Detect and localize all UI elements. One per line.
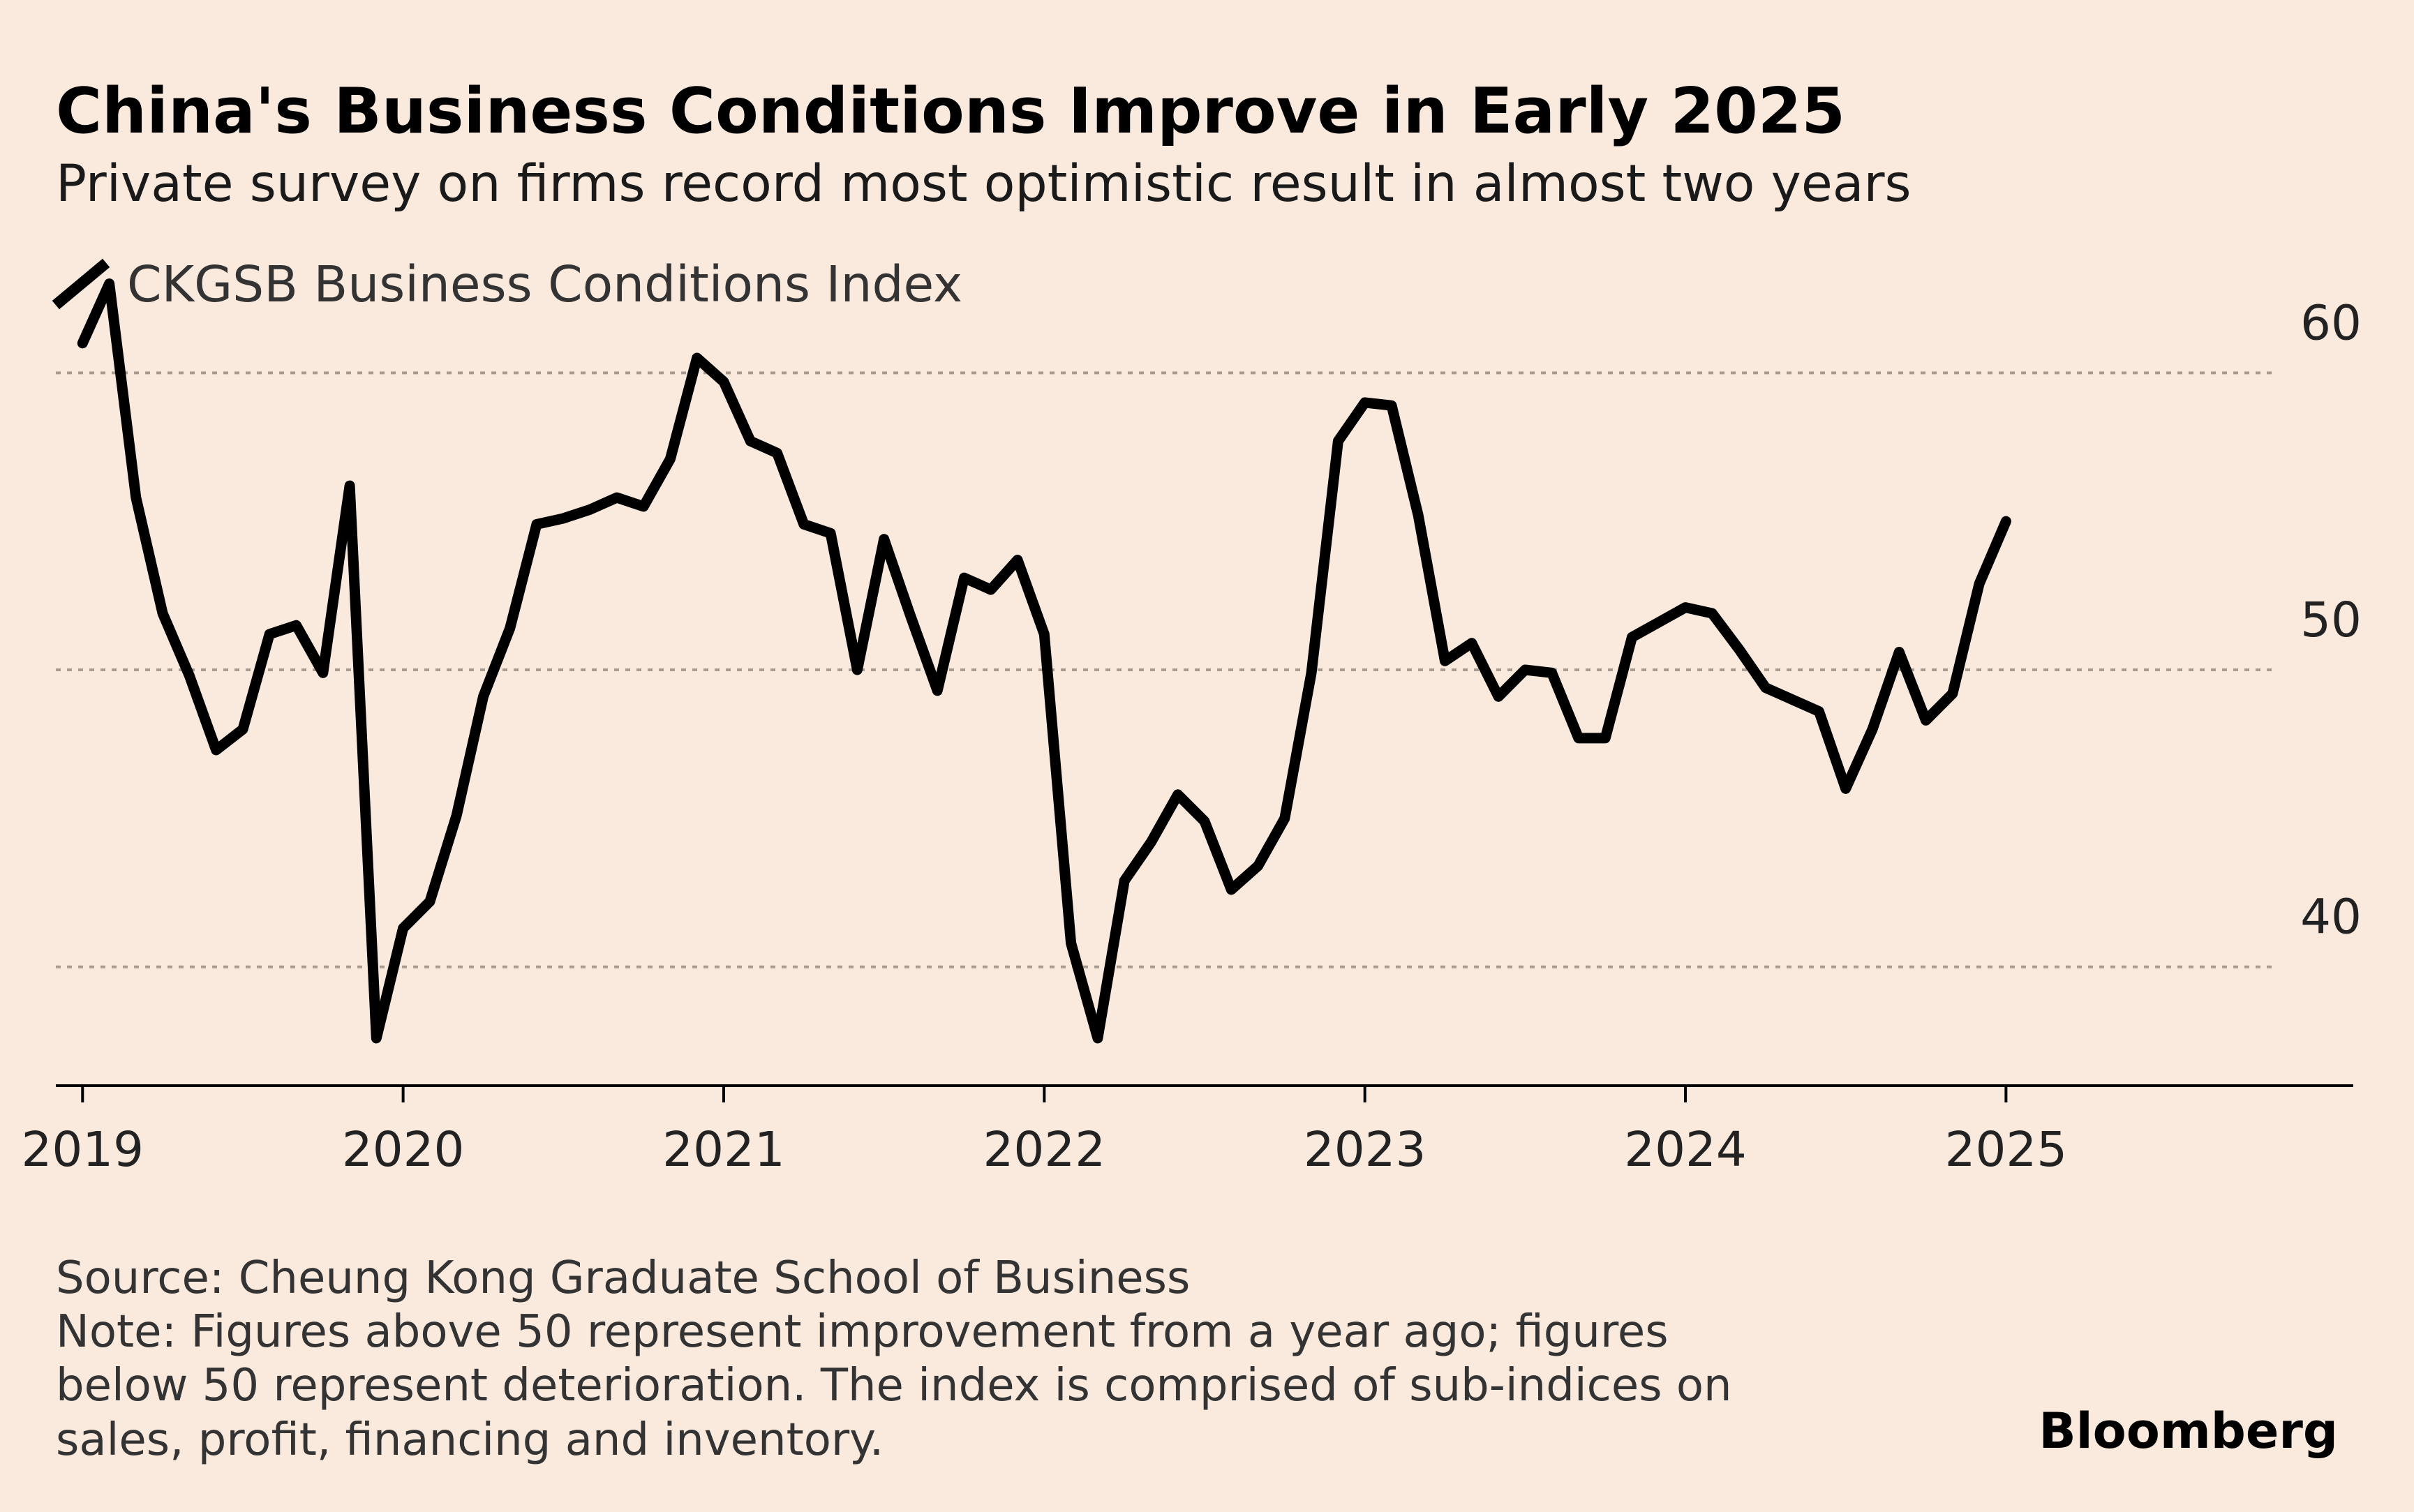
legend: CKGSB Business Conditions Index [52, 255, 962, 313]
x-tick-label-2019: 2019 [21, 1122, 144, 1178]
note-line-2: below 50 represent deterioration. The in… [56, 1360, 1732, 1412]
x-axis: 2019 2020 2021 2022 2023 2024 2025 [21, 1084, 2353, 1178]
source-note: Source: Cheung Kong Graduate School of B… [56, 1252, 1190, 1304]
legend-label: CKGSB Business Conditions Index [127, 255, 962, 313]
y-axis: 40 50 60 [2300, 295, 2362, 945]
series-layer [77, 278, 2011, 1044]
note-line-3: sales, profit, financing and inventory. [56, 1414, 884, 1466]
bloomberg-logo: Bloomberg [2039, 1402, 2338, 1460]
note-line-1: Note: Figures above 50 represent improve… [56, 1306, 1669, 1358]
x-tick-label-2025: 2025 [1945, 1122, 2068, 1178]
footer: Source: Cheung Kong Graduate School of B… [56, 1252, 2338, 1466]
series-line-0 [77, 278, 2011, 1044]
y-tick-label-50: 50 [2300, 592, 2362, 648]
x-tick-label-2024: 2024 [1624, 1122, 1747, 1178]
y-tick-label-40: 40 [2300, 890, 2362, 945]
legend-line-swatch [52, 258, 110, 310]
x-tick-label-2022: 2022 [983, 1122, 1106, 1178]
y-tick-label-60: 60 [2300, 295, 2362, 351]
chart-title: China's Business Conditions Improve in E… [56, 75, 1845, 148]
chart-subtitle: Private survey on firms record most opti… [56, 154, 1912, 214]
x-tick-label-2020: 2020 [342, 1122, 465, 1178]
gridlines [56, 371, 2277, 968]
x-tick-label-2023: 2023 [1304, 1122, 1426, 1178]
x-tick-label-2021: 2021 [662, 1122, 785, 1178]
